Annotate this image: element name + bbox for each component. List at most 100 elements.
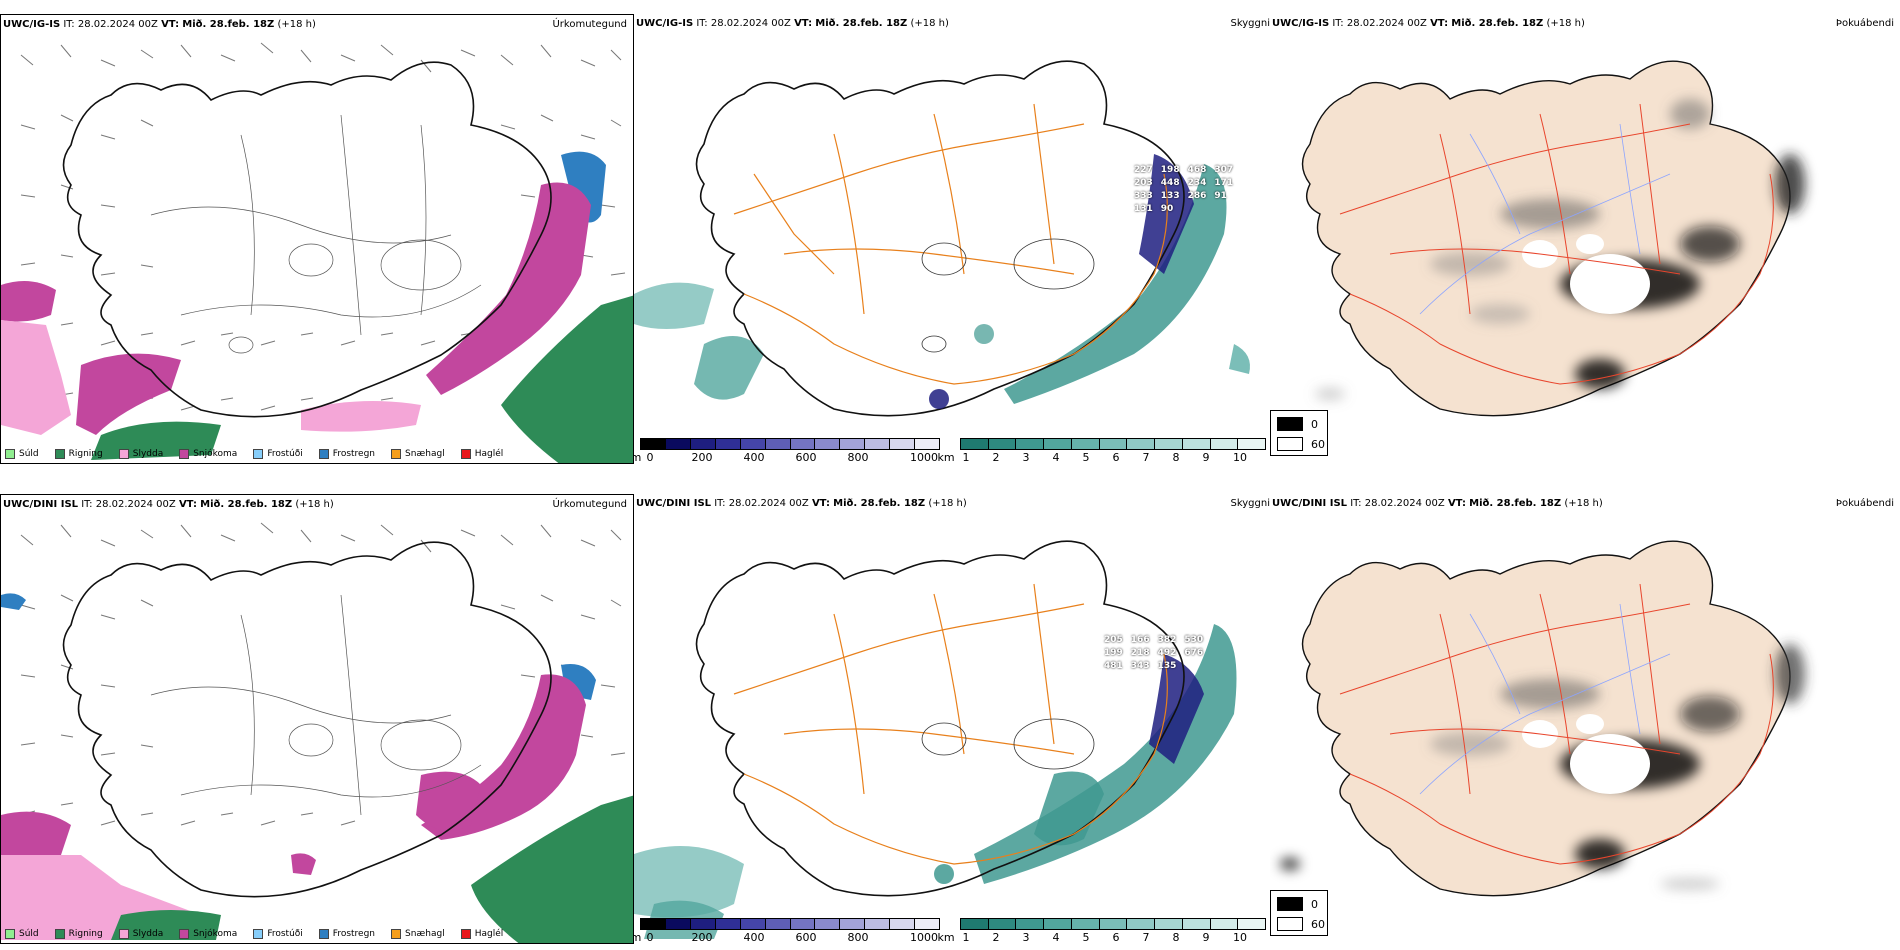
legend-label: Frostúði — [267, 929, 303, 939]
legend-item: Slydda — [118, 929, 163, 939]
visibility-m-colorbar — [640, 918, 940, 930]
legend-item: Frostregn — [318, 449, 376, 459]
colorbar-segment — [1099, 439, 1128, 449]
colorbar-segment — [1155, 919, 1183, 929]
panel-title: Skyggni — [1230, 498, 1270, 509]
colorbar-segment — [665, 919, 691, 929]
colorbar-segment — [890, 439, 916, 449]
colorbar-segment — [740, 439, 766, 449]
panel-header: UWC/DINI ISL IT: 28.02.2024 00Z VT: Mið.… — [1272, 498, 1603, 509]
visibility-value-label: 205 — [1104, 635, 1123, 645]
visibility-panel-top: UWC/IG-IS IT: 28.02.2024 00Z VT: Mið. 28… — [634, 14, 1270, 464]
visibility-value-label: 530 — [1184, 635, 1204, 645]
colorbar-segment — [1071, 919, 1100, 929]
fog-legend: 0 60 — [1270, 410, 1328, 456]
visibility-panel-bottom: UWC/DINI ISL IT: 28.02.2024 00Z VT: Mið.… — [634, 494, 1270, 944]
visibility-m-colorbar — [640, 438, 940, 450]
legend-swatch — [118, 449, 129, 459]
legend-item: Frostúði — [253, 929, 303, 939]
legend-label: Frostregn — [332, 929, 376, 939]
fog-map-top — [1301, 60, 1805, 417]
visibility-value-label: 90 — [1160, 204, 1174, 214]
precip-legend: Súld Rigning Slydda Snjókoma Frostúði Frostre… — [5, 449, 515, 459]
colorbar-segment — [641, 439, 666, 449]
legend-swatch — [391, 929, 402, 939]
legend-item: Snæhagl — [391, 449, 445, 459]
legend-item: Snjókoma — [179, 449, 237, 459]
visibility-value-label: 135 — [1157, 661, 1177, 671]
legend-label: Rigning — [68, 929, 103, 939]
legend-swatch — [460, 449, 471, 459]
colorbar-segment — [1182, 439, 1211, 449]
visibility-value-label: 227 — [1134, 165, 1153, 175]
visibility-value-label: 676 — [1184, 648, 1204, 658]
visibility-value-label: 91 — [1214, 191, 1227, 201]
colorbar-segment — [865, 919, 891, 929]
visibility-map-bottom — [634, 540, 1237, 939]
legend-item: Súld — [5, 449, 39, 459]
colorbar-segment — [890, 919, 916, 929]
legend-swatch — [54, 929, 65, 939]
colorbar-segment — [790, 919, 816, 929]
visibility-value-label: 133 — [1160, 191, 1180, 201]
visibility-value-labels: 227 198 468 307 203 448 234 171 333 133 286 91 131 90 — [1134, 164, 1254, 216]
precip-type-map-bottom — [1, 522, 633, 943]
legend-item: Rigning — [54, 449, 103, 459]
legend-label: Snjókoma — [193, 929, 238, 939]
panel-title: Úrkomutegund — [552, 499, 627, 510]
legend-item: Slydda — [118, 449, 163, 459]
colorbar-segment — [740, 919, 766, 929]
legend-item: Haglél — [460, 449, 503, 459]
visibility-m-ticks: m 0 200 400 600 800 1000 — [634, 931, 938, 944]
colorbar-segment — [1210, 439, 1239, 449]
colorbar-segment — [988, 439, 1017, 449]
panel-header: UWC/IG-IS IT: 28.02.2024 00Z VT: Mið. 28… — [3, 19, 316, 30]
visibility-m-ticks: m 0 200 400 600 800 1000 — [634, 451, 938, 464]
colorbar-segment — [815, 439, 841, 449]
colorbar-segment — [840, 439, 866, 449]
colorbar-segment — [1127, 919, 1156, 929]
legend-label: Súld — [19, 449, 39, 459]
visibility-value-label: 198 — [1160, 165, 1180, 175]
visibility-value-label: 166 — [1130, 635, 1150, 645]
legend-item: Haglél — [460, 929, 503, 939]
visibility-value-label: 382 — [1157, 635, 1177, 645]
visibility-value-label: 343 — [1130, 661, 1150, 671]
panel-title: Þokuábendi — [1835, 498, 1894, 509]
legend-item: Snjókoma — [179, 929, 237, 939]
colorbar-segment — [1182, 919, 1211, 929]
panel-title: Úrkomutegund — [552, 19, 627, 30]
legend-item: Frostúði — [253, 449, 303, 459]
legend-label: Snæhagl — [405, 929, 445, 939]
visibility-km-colorbar — [960, 438, 1266, 450]
colorbar-segment — [1099, 919, 1128, 929]
colorbar-segment — [961, 919, 989, 929]
legend-swatch — [318, 449, 329, 459]
panel-title: Þokuábendi — [1835, 18, 1894, 29]
legend-label: Snæhagl — [405, 449, 445, 459]
colorbar-segment — [790, 439, 816, 449]
colorbar-segment — [765, 439, 791, 449]
visibility-value-labels: 205 166 382 530 199 218 492 676 481 343 135 — [1104, 634, 1224, 673]
panel-header: UWC/IG-IS IT: 28.02.2024 00Z VT: Mið. 28… — [636, 18, 949, 29]
legend-swatch — [179, 449, 190, 459]
colorbar-segment — [865, 439, 891, 449]
colorbar-segment — [1155, 439, 1183, 449]
colorbar-segment — [1238, 919, 1266, 929]
legend-swatch — [253, 929, 264, 939]
legend-label: Frostregn — [332, 449, 376, 459]
legend-label: Snjókoma — [193, 449, 238, 459]
panel-header: UWC/IG-IS IT: 28.02.2024 00Z VT: Mið. 28… — [1272, 18, 1585, 29]
colorbar-segment — [1016, 919, 1045, 929]
colorbar-segment — [988, 919, 1017, 929]
legend-swatch — [5, 449, 15, 459]
visibility-km-colorbar — [960, 918, 1266, 930]
legend-swatch — [460, 929, 471, 939]
colorbar-segment — [961, 439, 989, 449]
legend-label: Frostúði — [267, 449, 303, 459]
colorbar-segment — [815, 919, 841, 929]
precip-legend: Súld Rigning Slydda Snjókoma Frostúði Frostre… — [5, 929, 515, 939]
panel-header: UWC/DINI ISL IT: 28.02.2024 00Z VT: Mið.… — [636, 498, 967, 509]
colorbar-segment — [915, 919, 940, 929]
visibility-value-label: 333 — [1134, 191, 1153, 201]
